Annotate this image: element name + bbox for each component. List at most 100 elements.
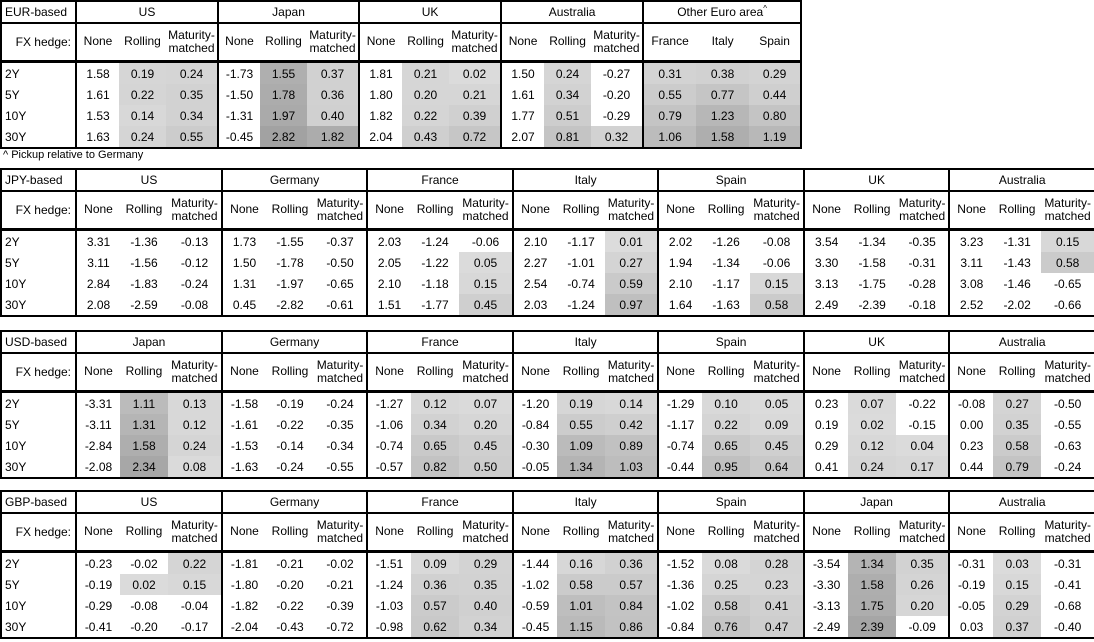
- column-header: Rolling: [411, 513, 460, 553]
- column-header: None: [359, 23, 403, 63]
- value-cell: 2.52: [959, 297, 984, 312]
- column-header: Rolling: [266, 513, 315, 553]
- column-header: Rolling: [411, 191, 460, 231]
- table-row: 30Y 2.08 -2.59 -0.08 0.45 -2.82 -0.61 1.51 -1.77…: [1, 294, 1094, 316]
- value-cell: 0.97: [605, 294, 660, 316]
- country-header-label: UK: [868, 335, 885, 349]
- country-header: Australia: [949, 491, 1094, 514]
- value-cell: 0.37: [993, 616, 1042, 638]
- value-cell: -1.61: [230, 417, 259, 432]
- value-cell: -1.75: [858, 276, 886, 291]
- value-cell: 0.27: [605, 252, 660, 273]
- value-cell: 0.35: [993, 414, 1042, 435]
- country-header: UK: [804, 169, 951, 192]
- value-cell: 0.65: [411, 435, 460, 456]
- column-header: Maturity-matched: [459, 513, 515, 553]
- country-header-label: France: [421, 495, 459, 509]
- value-cell: 2.10: [668, 276, 693, 291]
- row-label: 30Y: [1, 456, 77, 478]
- value-cell: -1.58: [858, 255, 886, 270]
- value-cell: -0.06: [459, 229, 515, 252]
- value-cell: -0.66: [1041, 294, 1094, 316]
- country-header: UK: [359, 1, 503, 24]
- value-cell: 0.86: [605, 616, 660, 638]
- value-cell: 1.55: [260, 61, 308, 84]
- value-cell: 1.50: [232, 255, 257, 270]
- value-cell: -0.74: [666, 438, 695, 453]
- value-cell: 0.23: [750, 574, 806, 595]
- column-header: None: [222, 191, 267, 231]
- value-cell: 0.02: [120, 574, 168, 595]
- table-row: 5Y -0.19 0.02 0.15 -1.80 -0.20 -0.21 -1.24 0.36 0…: [1, 574, 1094, 595]
- value-cell: 0.02: [449, 61, 503, 84]
- value-cell: -0.68: [1041, 595, 1094, 616]
- country-header: Japan: [218, 1, 361, 24]
- value-cell: -2.08: [84, 459, 113, 474]
- value-cell: 0.36: [307, 84, 361, 105]
- value-cell: 0.84: [605, 595, 660, 616]
- value-cell: -1.51: [375, 556, 404, 571]
- value-cell: 0.19: [557, 391, 606, 414]
- value-cell: 1.03: [605, 456, 660, 478]
- table-row: 10Y -2.84 1.58 0.24 -1.53 -0.14 -0.34 -0.74 0.65…: [1, 435, 1094, 456]
- table-row: 2Y 3.31 -1.36 -0.13 1.73 -1.55 -0.37 2.03 -1.24-…: [1, 229, 1094, 252]
- value-cell: 0.36: [605, 551, 660, 574]
- value-cell: 0.77: [696, 84, 750, 105]
- value-cell: 0.12: [848, 435, 897, 456]
- value-cell: 0.58: [557, 574, 606, 595]
- eur-basedtable: EUR-based US Japan UK Australia Other Euro ar…: [0, 0, 803, 149]
- value-cell: -1.55: [276, 234, 304, 249]
- value-cell: -1.73: [225, 66, 254, 81]
- value-cell: 3.08: [959, 276, 984, 291]
- country-header: Australia: [949, 169, 1094, 192]
- country-header-label: Japan: [272, 5, 305, 19]
- column-header: Rolling: [402, 23, 450, 63]
- value-cell: -0.31: [957, 556, 986, 571]
- value-cell: -0.24: [276, 459, 304, 474]
- value-cell: 0.19: [814, 417, 839, 432]
- value-cell: -0.19: [957, 577, 986, 592]
- value-cell: 0.29: [993, 595, 1042, 616]
- value-cell: -1.31: [225, 108, 254, 123]
- value-cell: -1.50: [225, 87, 254, 102]
- column-header: Maturity-matched: [605, 191, 660, 231]
- value-cell: 0.38: [696, 61, 750, 84]
- row-label: 2Y: [1, 229, 77, 252]
- column-header: None: [501, 23, 545, 63]
- value-cell: -0.18: [896, 294, 951, 316]
- value-cell: -0.21: [276, 556, 304, 571]
- jpy-basedtable: JPY-based US Germany France Italy Spain UK Aust…: [0, 168, 1094, 317]
- value-cell: 0.08: [702, 551, 751, 574]
- value-cell: -0.61: [314, 294, 369, 316]
- value-cell: 0.47: [750, 616, 806, 638]
- country-header: Other Euro area^: [643, 1, 803, 24]
- column-header: None: [658, 353, 703, 393]
- value-cell: 0.09: [750, 414, 806, 435]
- value-cell: -0.05: [521, 459, 550, 474]
- base-currency-label: JPY-based: [1, 169, 77, 192]
- row-label: 2Y: [1, 61, 77, 84]
- country-header: France: [367, 169, 515, 192]
- country-header: Italy: [513, 169, 660, 192]
- value-cell: 0.34: [459, 616, 515, 638]
- value-cell: -0.37: [314, 229, 369, 252]
- value-cell: -0.02: [130, 556, 158, 571]
- value-cell: 1.61: [511, 87, 535, 102]
- column-header: None: [76, 23, 119, 63]
- value-cell: -0.59: [521, 598, 550, 613]
- value-cell: -1.63: [712, 297, 740, 312]
- value-cell: 1.50: [511, 66, 535, 81]
- value-cell: 0.05: [459, 252, 515, 273]
- value-cell: -1.27: [375, 396, 404, 411]
- value-cell: -0.74: [567, 276, 595, 291]
- value-cell: -1.17: [712, 276, 740, 291]
- column-header: None: [949, 513, 994, 553]
- value-cell: -0.65: [1041, 273, 1094, 294]
- column-header: Maturity-matched: [449, 23, 503, 63]
- column-header: Italy: [696, 23, 750, 63]
- value-cell: 1.58: [848, 574, 897, 595]
- value-cell: 0.17: [896, 456, 951, 478]
- row-label: 30Y: [1, 126, 77, 148]
- row-label: 5Y: [1, 574, 77, 595]
- value-cell: 0.41: [814, 459, 839, 474]
